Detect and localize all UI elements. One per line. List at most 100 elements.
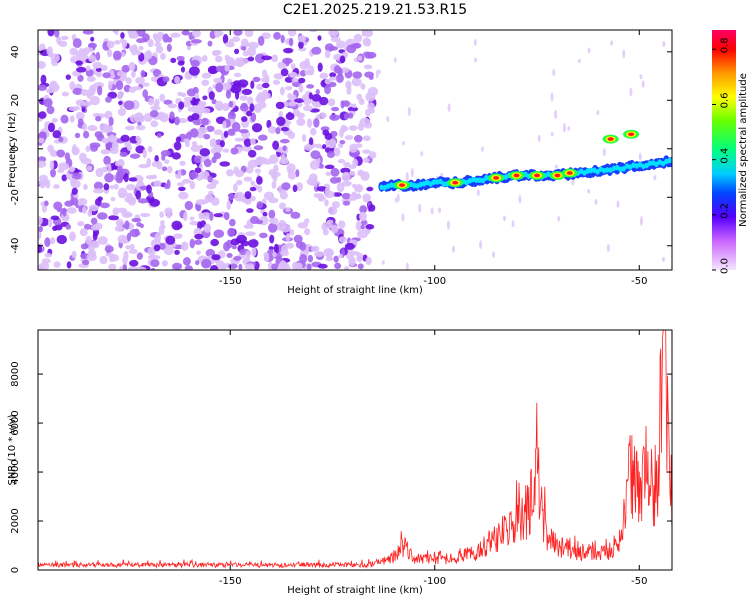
heatmap-ytick-label: 40 [10, 45, 21, 58]
heatmap-noise-cell [266, 119, 272, 129]
heatmap-noise-cell [154, 155, 159, 163]
heatmap-noise-cell [170, 57, 177, 63]
heatmap-noise-cell [53, 261, 61, 268]
heatmap-noise-cell [238, 263, 243, 270]
heatmap-noise-cell [367, 102, 375, 111]
heatmap-noise-cell [480, 146, 484, 152]
heatmap-peak-core [628, 132, 635, 137]
heatmap-peak-core [399, 183, 406, 187]
heatmap-noise-cell [135, 76, 146, 85]
heatmap-noise-cell [164, 159, 170, 165]
heatmap-noise-cell [629, 87, 633, 97]
heatmap-noise-cell [226, 200, 232, 211]
heatmap-noise-cell [360, 171, 370, 181]
heatmap-noise-cell [243, 176, 253, 182]
heatmap-noise-cell [280, 127, 289, 132]
heatmap-noise-cell [492, 251, 496, 258]
heatmap-noise-cell [290, 63, 296, 70]
heatmap-noise-cell [53, 201, 63, 211]
heatmap-noise-cell [60, 114, 69, 124]
colorbar-ticks: 0.0 0.2 0.4 0.6 0.8 [712, 37, 731, 274]
heatmap-noise-cell [58, 162, 70, 171]
heatmap-noise-cell [278, 202, 286, 210]
heatmap-noise-cell [234, 191, 245, 202]
heatmap-noise-cell [174, 116, 180, 126]
snr-xtick-label: -150 [219, 576, 242, 587]
heatmap-noise-cell [333, 255, 339, 263]
heatmap-peak-core [493, 176, 500, 180]
heatmap-noise-cell [57, 168, 65, 173]
heatmap-noise-cell [364, 108, 372, 117]
heatmap-noise-cell [329, 72, 337, 78]
heatmap-noise-cell [56, 36, 62, 45]
heatmap-noise-cell [165, 235, 176, 245]
heatmap-noise-cell [200, 117, 210, 126]
colorbar-tick-label: 0.8 [720, 37, 731, 53]
heatmap-noise-cell [125, 77, 132, 85]
heatmap-noise-cell [198, 144, 204, 149]
heatmap-noise-cell [185, 141, 190, 148]
heatmap-noise-cell [179, 160, 186, 166]
colorbar-tick-label: 0.2 [720, 203, 731, 219]
heatmap-noise-cell [317, 35, 322, 41]
heatmap-noise-cell [161, 224, 166, 229]
heatmap-noise-cell [166, 211, 172, 219]
heatmap-noise-cell [347, 106, 359, 112]
heatmap-noise-cell [301, 133, 307, 142]
heatmap-noise-cell [77, 201, 84, 206]
heatmap-noise-cell [240, 116, 248, 122]
heatmap-noise-cell [567, 126, 571, 131]
heatmap-noise-cell [299, 60, 311, 70]
heatmap-noise-cell [173, 141, 182, 151]
heatmap-noise-cell [479, 240, 483, 250]
heatmap-noise-cell [201, 258, 212, 269]
heatmap-noise-cell [133, 112, 143, 123]
heatmap-noise-cell [131, 217, 142, 223]
heatmap-noise-cell [365, 256, 372, 266]
heatmap-noise-cell [272, 173, 278, 182]
heatmap-noise-cell [324, 78, 331, 85]
heatmap-noise-cell [38, 244, 43, 253]
heatmap-noise-cell [280, 250, 289, 257]
heatmap-noise-cell [81, 106, 86, 113]
heatmap-noise-cell [106, 40, 115, 49]
heatmap-noise-cell [190, 145, 202, 153]
heatmap-noise-cell [106, 49, 113, 58]
heatmap-noise-cell [71, 187, 78, 196]
heatmap-noise-cell [222, 34, 229, 44]
heatmap-noise-cell [150, 259, 160, 268]
heatmap-noise-cell [246, 208, 254, 213]
heatmap-noise-cell [233, 255, 242, 261]
heatmap-noise-cell [182, 257, 191, 266]
heatmap-noise-cell [324, 132, 333, 141]
heatmap-noise-cell [183, 211, 188, 222]
heatmap-noise-cell [140, 212, 151, 218]
heatmap-trace-cell [480, 177, 486, 184]
heatmap-noise-cell [360, 83, 366, 90]
heatmap-noise-cell [137, 198, 149, 204]
heatmap-noise-cell [268, 209, 276, 219]
heatmap-noise-cell [246, 96, 254, 106]
heatmap-noise-cell [93, 181, 104, 190]
heatmap-noise-cell [518, 194, 522, 204]
heatmap-noise-cell [327, 98, 336, 107]
heatmap-noise-cell [105, 96, 112, 103]
heatmap-noise-cell [68, 106, 79, 112]
heatmap-noise-cell [244, 263, 255, 270]
heatmap-noise-cell [86, 76, 96, 82]
heatmap-noise-cell [351, 103, 357, 109]
heatmap-noise-cell [154, 41, 162, 48]
heatmap-noise-cell [256, 83, 264, 91]
snr-ytick-label: 8000 [10, 361, 21, 386]
heatmap-noise-cell [349, 193, 358, 201]
heatmap-trace-cell [431, 179, 437, 185]
heatmap-noise-cell [124, 125, 135, 131]
heatmap-noise-cell [213, 152, 222, 160]
heatmap-noise-cell [117, 165, 123, 174]
heatmap-trace-cell [624, 163, 630, 169]
heatmap-noise-cell [280, 34, 285, 44]
heatmap-noise-cell [97, 85, 103, 96]
heatmap-noise-cell [124, 196, 135, 203]
heatmap-trace-cell [654, 161, 659, 168]
heatmap-noise-cell [85, 65, 91, 72]
